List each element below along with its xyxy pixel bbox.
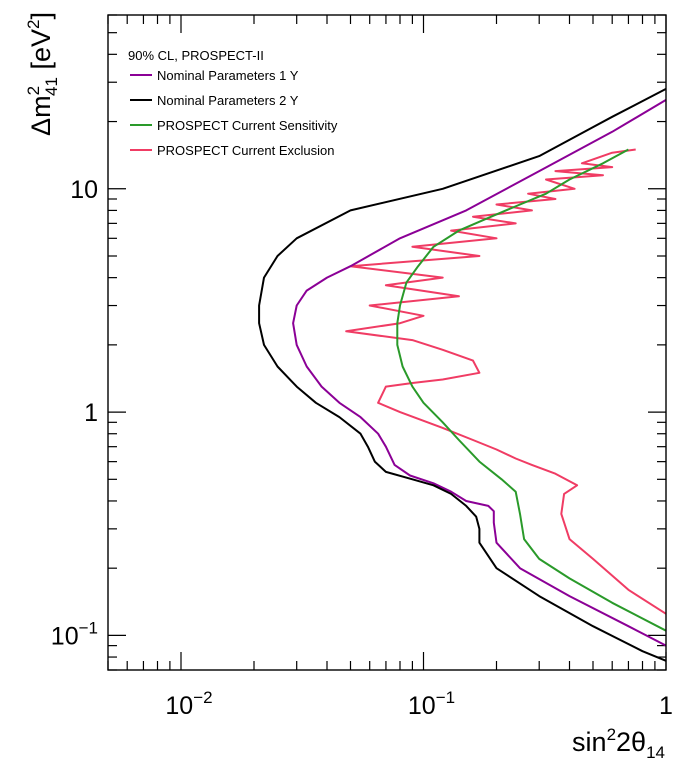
y-tick-label: 10 [70,176,98,204]
x-axis-label: sin22θ14 [572,725,665,762]
plot-curves [258,88,667,662]
legend-item: Nominal Parameters 2 Y [130,93,299,108]
legend-label: PROSPECT Current Sensitivity [157,118,338,133]
legend-item: PROSPECT Current Exclusion [130,143,335,158]
legend-label: Nominal Parameters 1 Y [157,68,299,83]
legend-title: 90% CL, PROSPECT-II [128,48,264,63]
legend-label: Nominal Parameters 2 Y [157,93,299,108]
series-line-nominal-parameters-2-y [258,88,667,662]
y-axis-label: Δm241 [eV2] [24,12,61,136]
x-tick-label: 10−2 [165,688,212,720]
axis-ticks [107,14,667,671]
legend-item: PROSPECT Current Sensitivity [130,118,338,133]
x-tick-label: 10−1 [408,688,455,720]
y-tick-label: 1 [84,399,98,427]
legend-item: Nominal Parameters 1 Y [130,68,299,83]
x-axis-title: sin22θ14 [572,725,665,762]
series-line-prospect-current-exclusion [345,148,667,615]
legend-label: PROSPECT Current Exclusion [157,143,335,158]
y-tick-label: 10−1 [51,618,98,650]
plot-frame [107,14,667,671]
x-tick-label: 1 [659,692,673,720]
legend: 90% CL, PROSPECT-II Nominal Parameters 1… [128,48,338,158]
series-line-prospect-current-sensitivity [396,148,667,632]
y-axis-title: Δm241 [eV2] [24,12,61,136]
tick-labels: 10−2 10−1 1 10−1 1 10 [51,176,673,720]
series-line-nominal-parameters-1-y [292,99,667,647]
